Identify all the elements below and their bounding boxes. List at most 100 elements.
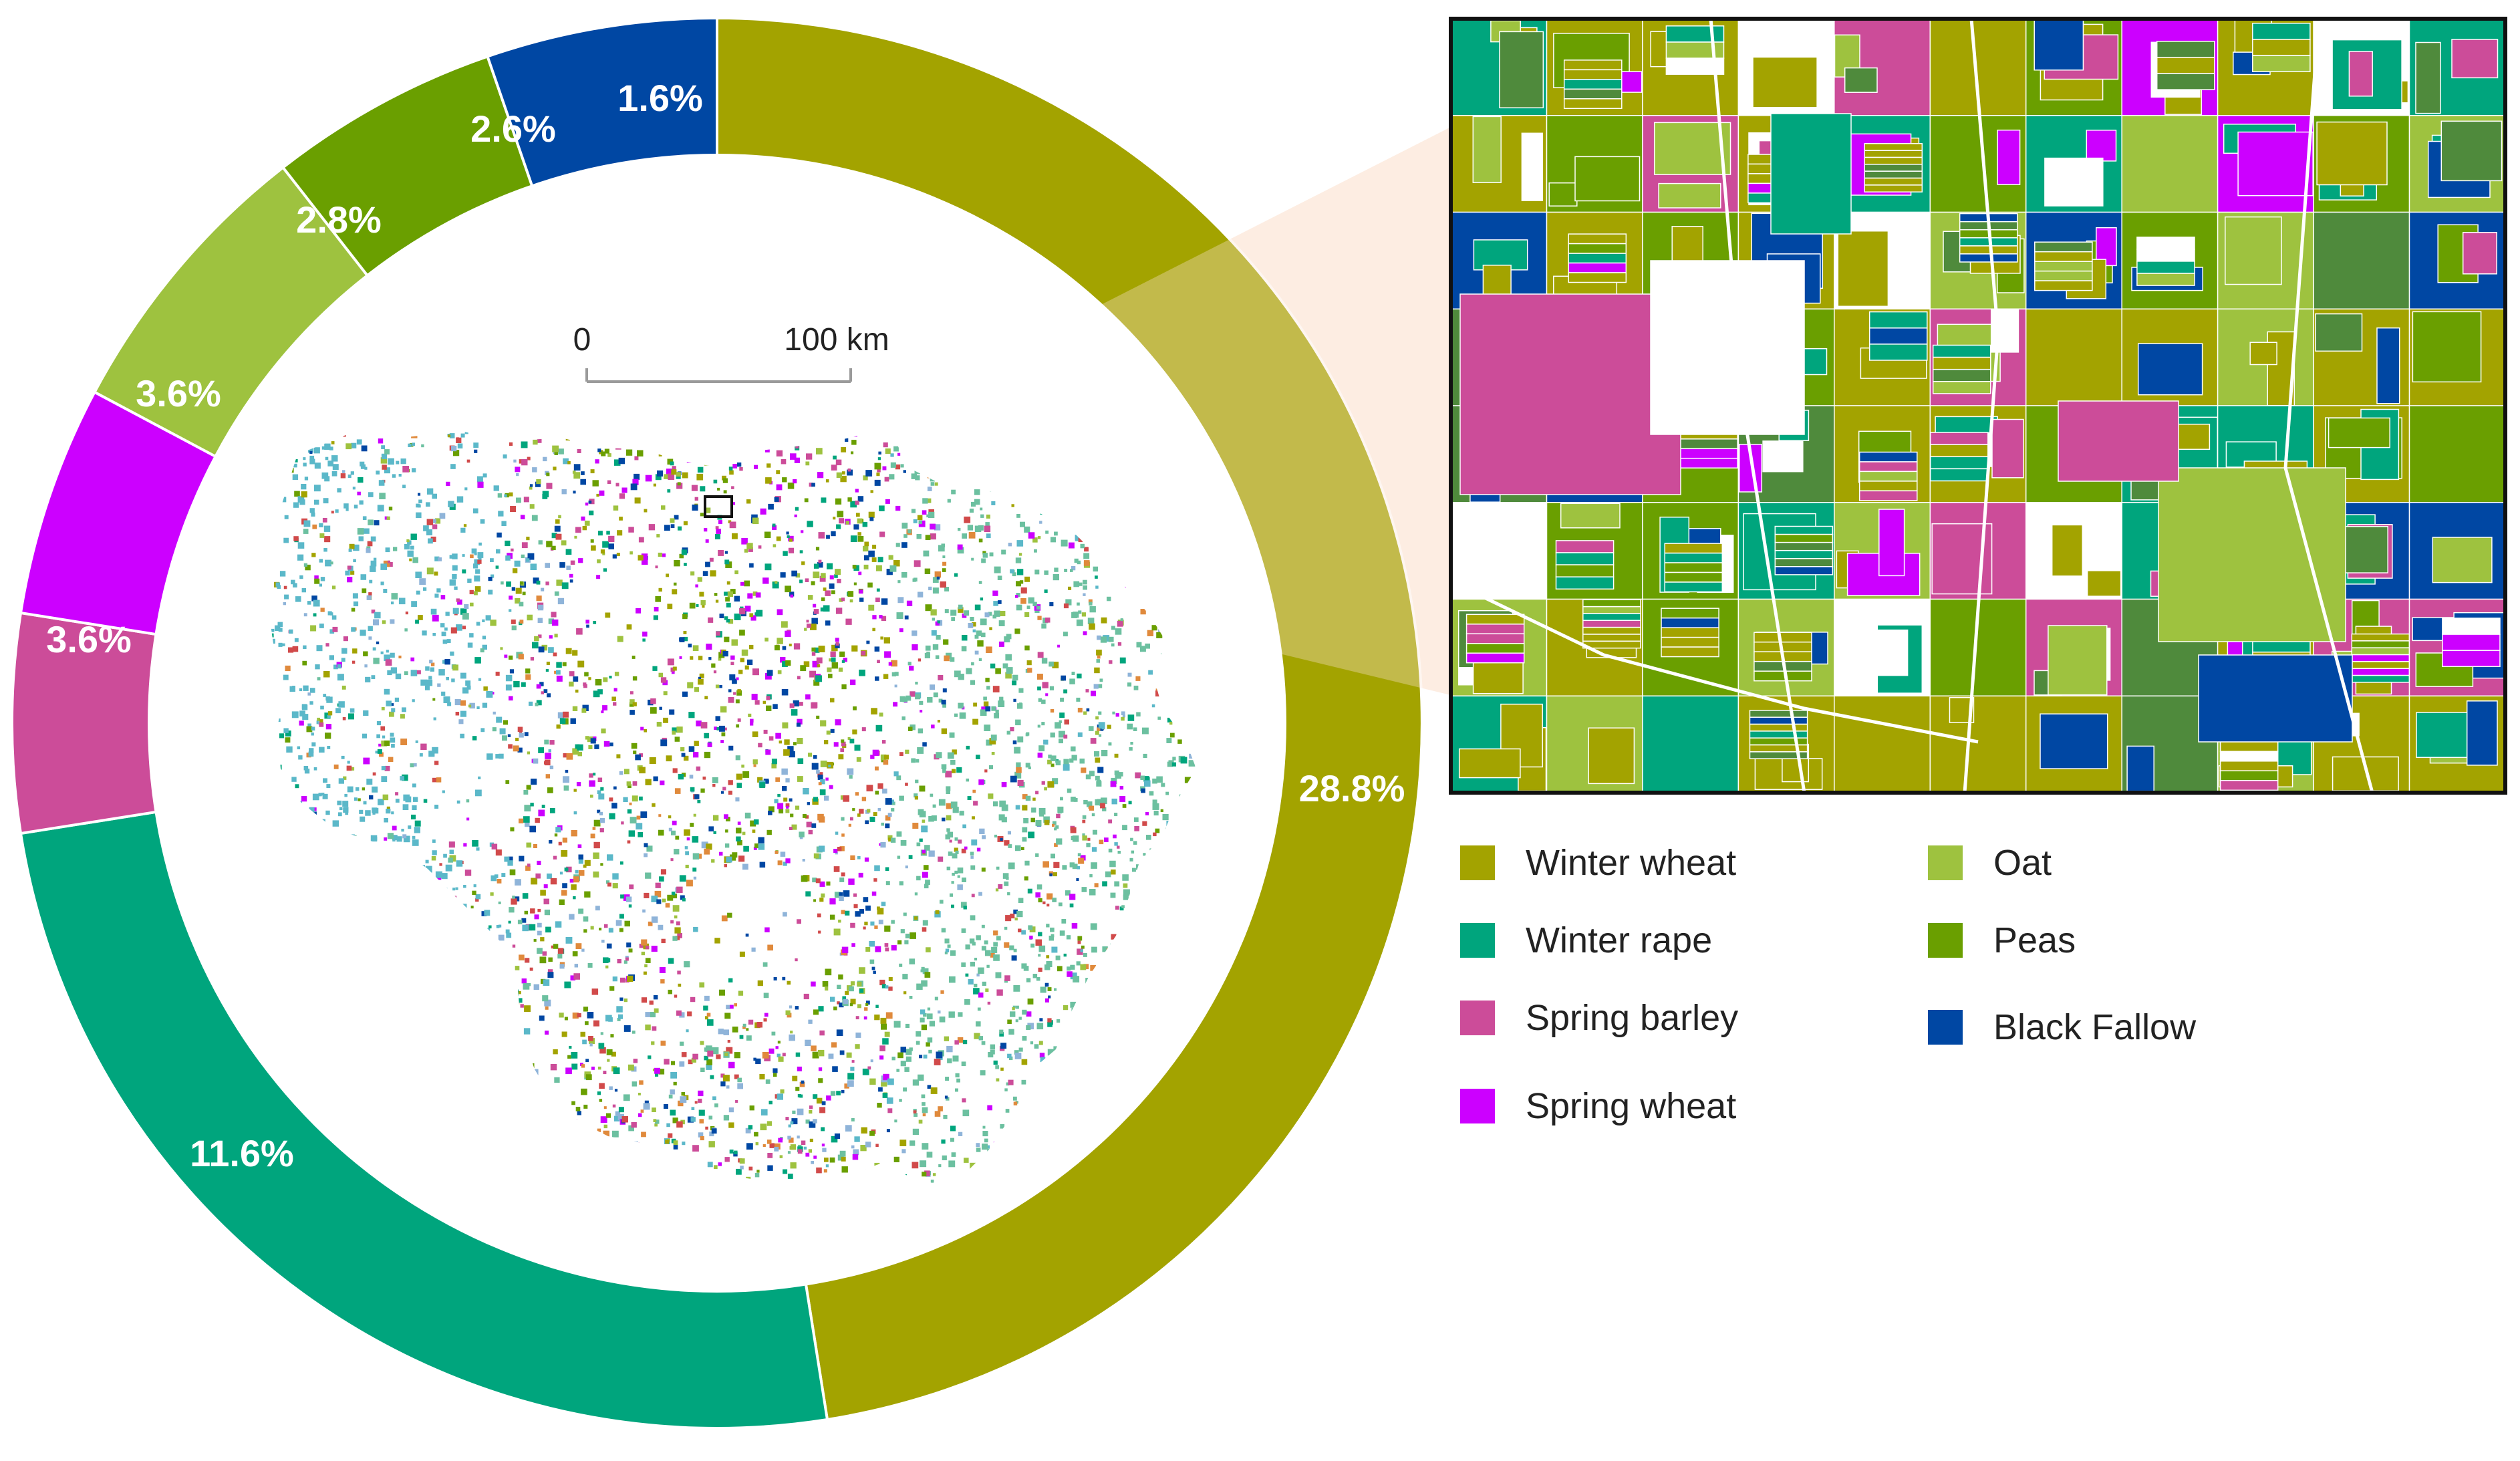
map-field-dot xyxy=(1028,766,1031,769)
map-field-dot xyxy=(1057,966,1063,972)
map-field-dot xyxy=(566,753,573,760)
map-field-dot xyxy=(755,1142,758,1146)
map-field-dot xyxy=(1040,1057,1046,1063)
map-field-dot xyxy=(639,1080,644,1085)
map-field-dot xyxy=(564,868,569,872)
map-field-dot xyxy=(317,677,321,681)
map-field-dot xyxy=(1028,597,1034,604)
map-field-dot xyxy=(651,896,658,902)
map-field-dot xyxy=(285,737,291,743)
map-field-dot xyxy=(634,473,640,480)
map-field-dot xyxy=(1108,636,1114,642)
map-field-dot xyxy=(511,625,517,631)
map-field-dot xyxy=(1038,745,1045,752)
map-field-dot xyxy=(773,704,778,709)
map-field-dot xyxy=(660,739,668,747)
map-field-dot xyxy=(312,793,319,801)
map-field-dot xyxy=(531,515,538,521)
map-field-dot xyxy=(654,890,662,898)
map-field-dot xyxy=(553,855,557,859)
map-field-dot xyxy=(540,937,545,942)
map-field-dot xyxy=(704,696,708,700)
map-field-dot xyxy=(383,589,388,593)
map-field-dot xyxy=(561,489,567,495)
map-field-dot xyxy=(593,621,597,624)
map-field-dot xyxy=(682,614,688,620)
map-field-dot xyxy=(905,934,910,938)
map-field-dot xyxy=(928,1049,932,1054)
map-field-dot xyxy=(538,646,545,653)
map-field-dot xyxy=(719,989,725,996)
map-field-dot xyxy=(338,778,344,784)
map-field-dot xyxy=(930,1180,934,1183)
map-field-dot xyxy=(811,652,816,656)
map-field-dot xyxy=(790,1144,797,1150)
map-field-dot xyxy=(400,458,406,464)
map-field-dot xyxy=(985,988,989,992)
map-field-dot xyxy=(1059,712,1065,718)
map-field-dot xyxy=(1008,543,1012,547)
map-field-dot xyxy=(915,779,919,783)
map-field-dot xyxy=(509,442,513,446)
map-field-dot xyxy=(811,702,817,709)
map-field-dot xyxy=(728,745,734,751)
map-field-dot xyxy=(692,1145,699,1152)
map-field-dot xyxy=(728,780,733,785)
map-field-dot xyxy=(727,591,733,597)
map-field-dot xyxy=(1152,778,1157,784)
map-field-dot xyxy=(808,1019,813,1024)
map-field-dot xyxy=(663,717,668,723)
map-field-dot xyxy=(1037,652,1044,658)
map-field-dot xyxy=(592,480,599,487)
map-field-dot xyxy=(777,1041,781,1044)
map-field-dot xyxy=(1091,862,1097,869)
map-field-dot xyxy=(491,875,497,882)
map-field-dot xyxy=(923,1013,927,1017)
map-field-dot xyxy=(895,505,901,511)
map-field-dot xyxy=(311,742,316,747)
map-field-dot xyxy=(789,1034,795,1041)
map-field-dot xyxy=(373,658,380,664)
map-field-dot xyxy=(415,620,420,624)
map-field-dot xyxy=(381,741,387,747)
map-field-dot xyxy=(279,571,286,577)
map-field-dot xyxy=(1097,635,1101,640)
map-field-dot xyxy=(314,462,321,469)
map-field-dot xyxy=(670,920,674,924)
map-field-dot xyxy=(728,791,732,795)
map-field-dot xyxy=(413,763,417,767)
map-field-dot xyxy=(508,744,513,749)
map-field-dot xyxy=(380,581,384,585)
map-field-dot xyxy=(1089,623,1095,630)
map-field-dot xyxy=(474,586,481,592)
map-field-dot xyxy=(323,525,331,532)
map-field-dot xyxy=(634,456,639,460)
map-field-dot xyxy=(332,820,339,827)
map-field-dot xyxy=(1152,799,1157,805)
map-field-dot xyxy=(543,898,549,905)
map-field-dot xyxy=(455,887,458,890)
map-field-dot xyxy=(853,893,857,897)
map-field-dot xyxy=(1143,776,1149,782)
map-field-dot xyxy=(1046,924,1050,928)
map-field-dot xyxy=(918,728,923,734)
map-field-dot xyxy=(958,607,964,613)
map-field-dot xyxy=(754,464,758,469)
map-field-dot xyxy=(1052,898,1057,902)
map-field-dot xyxy=(411,601,418,608)
map-field-dot xyxy=(831,1136,838,1143)
map-field-dot xyxy=(907,529,912,533)
map-field-dot xyxy=(1086,843,1091,847)
map-field-dot xyxy=(585,502,589,506)
map-field-dot xyxy=(918,591,924,597)
map-field-dot xyxy=(374,612,381,619)
map-field-dot xyxy=(463,524,467,527)
map-field-dot xyxy=(713,670,717,674)
map-field-dot xyxy=(462,613,469,620)
map-field-dot xyxy=(990,663,996,669)
map-field-dot xyxy=(783,551,788,556)
map-field-dot xyxy=(865,1001,870,1005)
map-field-dot xyxy=(932,804,936,808)
map-field-dot xyxy=(1140,775,1145,781)
map-field-dot xyxy=(721,791,724,794)
